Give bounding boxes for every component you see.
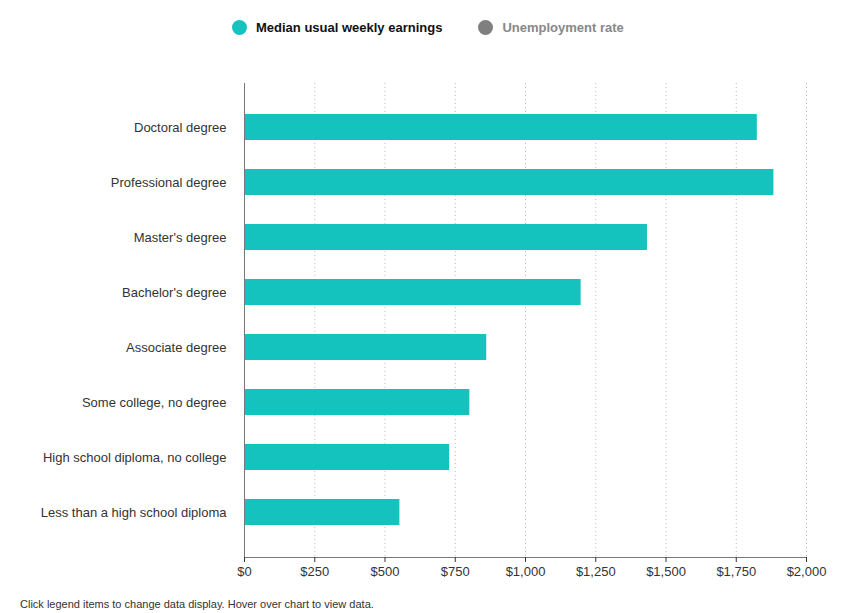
svg-text:$1,500: $1,500: [646, 564, 686, 579]
svg-text:High school diploma, no colleg: High school diploma, no college: [43, 450, 227, 465]
svg-text:Less than a high school diplom: Less than a high school diploma: [41, 505, 228, 520]
svg-text:Some college, no degree: Some college, no degree: [82, 395, 227, 410]
svg-text:$750: $750: [441, 564, 470, 579]
html-text:Unemployment rate: Unemployment rate: [502, 20, 624, 35]
svg-text:Professional degree: Professional degree: [111, 175, 227, 190]
svg-text:Doctoral degree: Doctoral degree: [134, 120, 227, 135]
svg-text:$1,750: $1,750: [716, 564, 756, 579]
svg-text:$250: $250: [300, 564, 329, 579]
svg-text:$500: $500: [371, 564, 400, 579]
svg-text:$1,250: $1,250: [576, 564, 616, 579]
svg-text:$0: $0: [237, 564, 251, 579]
svg-text:$2,000: $2,000: [787, 564, 827, 579]
svg-text:Associate degree: Associate degree: [126, 340, 226, 355]
svg-text:$1,000: $1,000: [506, 564, 546, 579]
svg-text:Master's degree: Master's degree: [134, 230, 227, 245]
svg-text:Bachelor's degree: Bachelor's degree: [122, 285, 226, 300]
html-text:Click legend items to change d: Click legend items to change data displa…: [20, 598, 374, 610]
html-text:Median usual weekly earnings: Median usual weekly earnings: [256, 20, 443, 35]
